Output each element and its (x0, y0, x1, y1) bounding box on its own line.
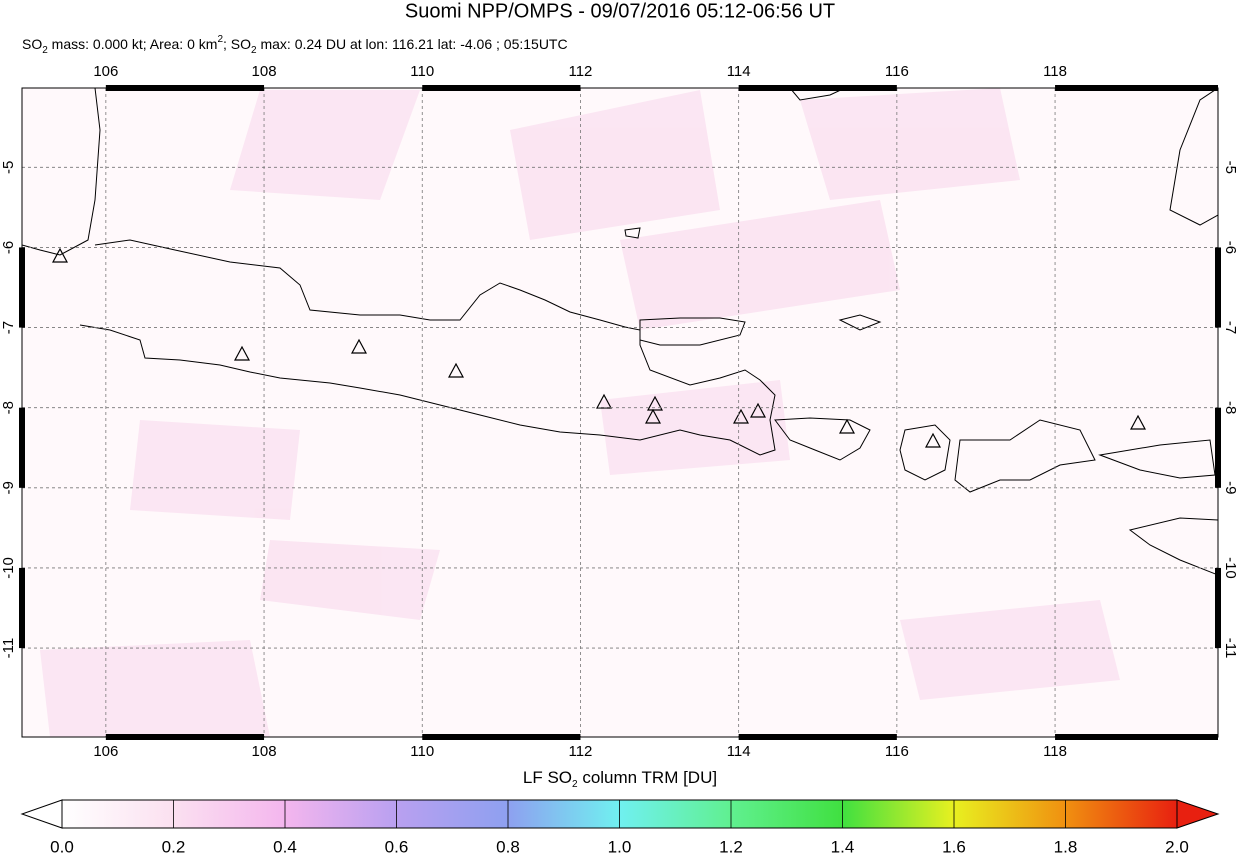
frame-segment (1055, 85, 1218, 91)
colorbar-low-arrow (20, 799, 63, 829)
lat-tick-label: -7 (0, 321, 17, 334)
colorbar-tick-label: 1.4 (831, 837, 855, 855)
lon-tick-label: 118 (1043, 63, 1067, 80)
lat-tick-label: -11 (0, 638, 17, 659)
lat-tick-label: -6 (0, 241, 17, 254)
colorbar-tick-label: 1.0 (608, 837, 632, 855)
colorbar-ticks: 0.0 0.2 0.4 0.6 0.8 1.0 1.2 1.4 1.6 1.8 2.0 (50, 800, 1189, 856)
lat-tick-label: -8 (0, 401, 17, 414)
lon-tick-label: 110 (410, 743, 434, 760)
lon-tick-label: 114 (727, 63, 751, 80)
text-part: mass: 0.000 kt; Area: 0 km (48, 36, 218, 52)
frame-segment (1215, 247, 1221, 328)
title: Suomi NPP/OMPS - 09/07/2016 05:12-06:56 … (405, 0, 835, 22)
frame-segment (422, 85, 581, 91)
colorbar-tick-label: 0.4 (273, 837, 297, 855)
colorbar-tick-label: 0.0 (50, 837, 74, 855)
colorbar-tick-label: 2.0 (1165, 837, 1189, 855)
lon-tick-label: 114 (727, 743, 751, 760)
frame-segment (19, 407, 25, 488)
lon-tick-label: 116 (885, 743, 909, 760)
lat-tick-label: -9 (1222, 481, 1239, 494)
lat-tick-label: -10 (0, 557, 17, 579)
text-part: 2 (572, 779, 578, 790)
volcano-markers (51, 247, 1147, 448)
lon-tick-label: 116 (885, 63, 909, 80)
text-part: column TRM [DU] (578, 768, 718, 787)
lat-tick-label: -6 (1222, 241, 1239, 254)
axis-labels: 106 106 108 108 110 110 112 112 114 114 116 116 118 1… (0, 63, 1239, 760)
lon-tick-label: 112 (568, 743, 592, 760)
lat-tick-label: -5 (0, 161, 17, 174)
lat-tick-label: -7 (1222, 321, 1239, 334)
text-part: 2 (217, 34, 223, 45)
text-part: LF SO (523, 768, 572, 787)
text-part: ; SO (223, 36, 251, 52)
text-part: 2 (42, 45, 48, 56)
lat-tick-label: -11 (1222, 638, 1239, 659)
lon-tick-label: 108 (252, 743, 277, 760)
colorbar-tick-label: 0.6 (385, 837, 409, 855)
lon-tick-label: 118 (1043, 743, 1067, 760)
so2-patches (40, 88, 1120, 737)
graticule (22, 88, 1218, 737)
frame-segment (1215, 407, 1221, 488)
lat-tick-label: -8 (1222, 401, 1239, 414)
colorbar-tick-label: 1.2 (719, 837, 743, 855)
lon-tick-label: 108 (252, 63, 277, 80)
text-part: max: 0.24 DU at lon: 116.21 lat: -4.06 ;… (257, 36, 568, 52)
subtitle: SO2 mass: 0.000 kt; Area: 0 km2; SO2 max… (22, 34, 568, 56)
lon-tick-label: 106 (93, 743, 118, 760)
map-area (22, 88, 1218, 737)
frame-segment (1215, 567, 1221, 649)
frame-segment (422, 734, 581, 740)
lon-tick-label: 110 (410, 63, 434, 80)
frame-segment (105, 734, 265, 740)
colorbar-tick-label: 1.8 (1054, 837, 1078, 855)
colorbar-tick-label: 0.8 (496, 837, 520, 855)
frame-segment (738, 734, 897, 740)
text-part: 2 (251, 45, 257, 56)
lon-tick-label: 106 (93, 63, 118, 80)
lat-tick-label: -9 (0, 481, 17, 494)
frame-segment (105, 85, 265, 91)
frame-segment (19, 567, 25, 649)
colorbar-tick-label: 1.6 (942, 837, 966, 855)
map-frame (19, 85, 1221, 740)
colorbar-tick-label: 0.2 (162, 837, 186, 855)
lon-tick-label: 112 (568, 63, 592, 80)
lat-tick-label: -5 (1222, 161, 1239, 174)
text-part: SO (22, 36, 42, 52)
colorbar-label: LF SO2 column TRM [DU] (523, 768, 717, 790)
frame-segment (738, 85, 897, 91)
colorbar-high-arrow (1176, 799, 1220, 829)
frame-segment (19, 247, 25, 328)
lat-tick-label: -10 (1222, 557, 1239, 579)
frame-segment (1055, 734, 1218, 740)
